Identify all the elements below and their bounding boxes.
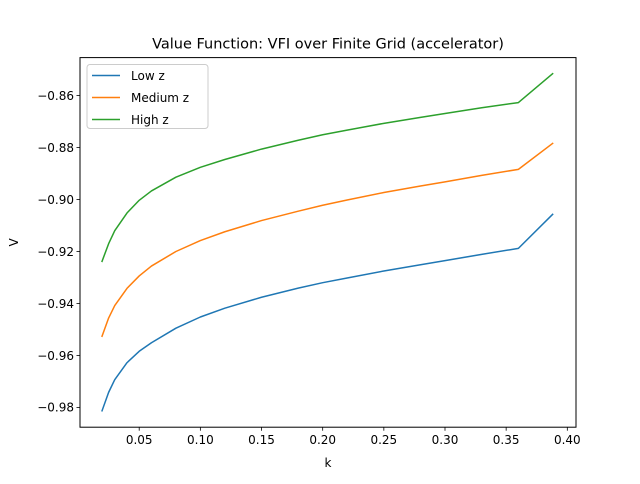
x-tick-label: 0.15 <box>248 433 275 447</box>
legend-label: High z <box>131 113 169 127</box>
y-tick-label: −0.88 <box>37 141 74 155</box>
x-axis: 0.05 0.10 0.15 0.20 0.25 0.30 0.35 0.40 <box>126 427 581 447</box>
legend-box <box>86 64 209 129</box>
series-line-high-z <box>101 72 554 263</box>
y-axis: −0.98 −0.96 −0.94 −0.92 −0.90 −0.88 −0.86 <box>37 89 80 415</box>
x-tick-label: 0.30 <box>432 433 459 447</box>
y-tick-label: −0.96 <box>37 349 74 363</box>
x-tick-label: 0.35 <box>493 433 520 447</box>
y-tick-label: −0.94 <box>37 297 74 311</box>
series-line-low-z <box>101 213 554 412</box>
y-tick-label: −0.90 <box>37 193 74 207</box>
legend: Low z Medium z High z <box>86 64 209 129</box>
y-axis-label: V <box>7 238 21 247</box>
series-line-medium-z <box>101 142 554 338</box>
chart-title: Value Function: VFI over Finite Grid (ac… <box>152 37 504 53</box>
plot-frame <box>79 57 577 428</box>
y-tick-label: −0.92 <box>37 245 74 259</box>
x-tick-label: 0.40 <box>554 433 581 447</box>
x-tick-label: 0.25 <box>370 433 397 447</box>
y-tick-label: −0.86 <box>37 89 74 103</box>
x-tick-label: 0.05 <box>126 433 153 447</box>
legend-label: Medium z <box>131 91 189 105</box>
x-axis-label: k <box>325 456 332 470</box>
x-tick-label: 0.20 <box>309 433 336 447</box>
y-tick-label: −0.98 <box>37 401 74 415</box>
legend-label: Low z <box>131 69 165 83</box>
x-tick-label: 0.10 <box>187 433 214 447</box>
